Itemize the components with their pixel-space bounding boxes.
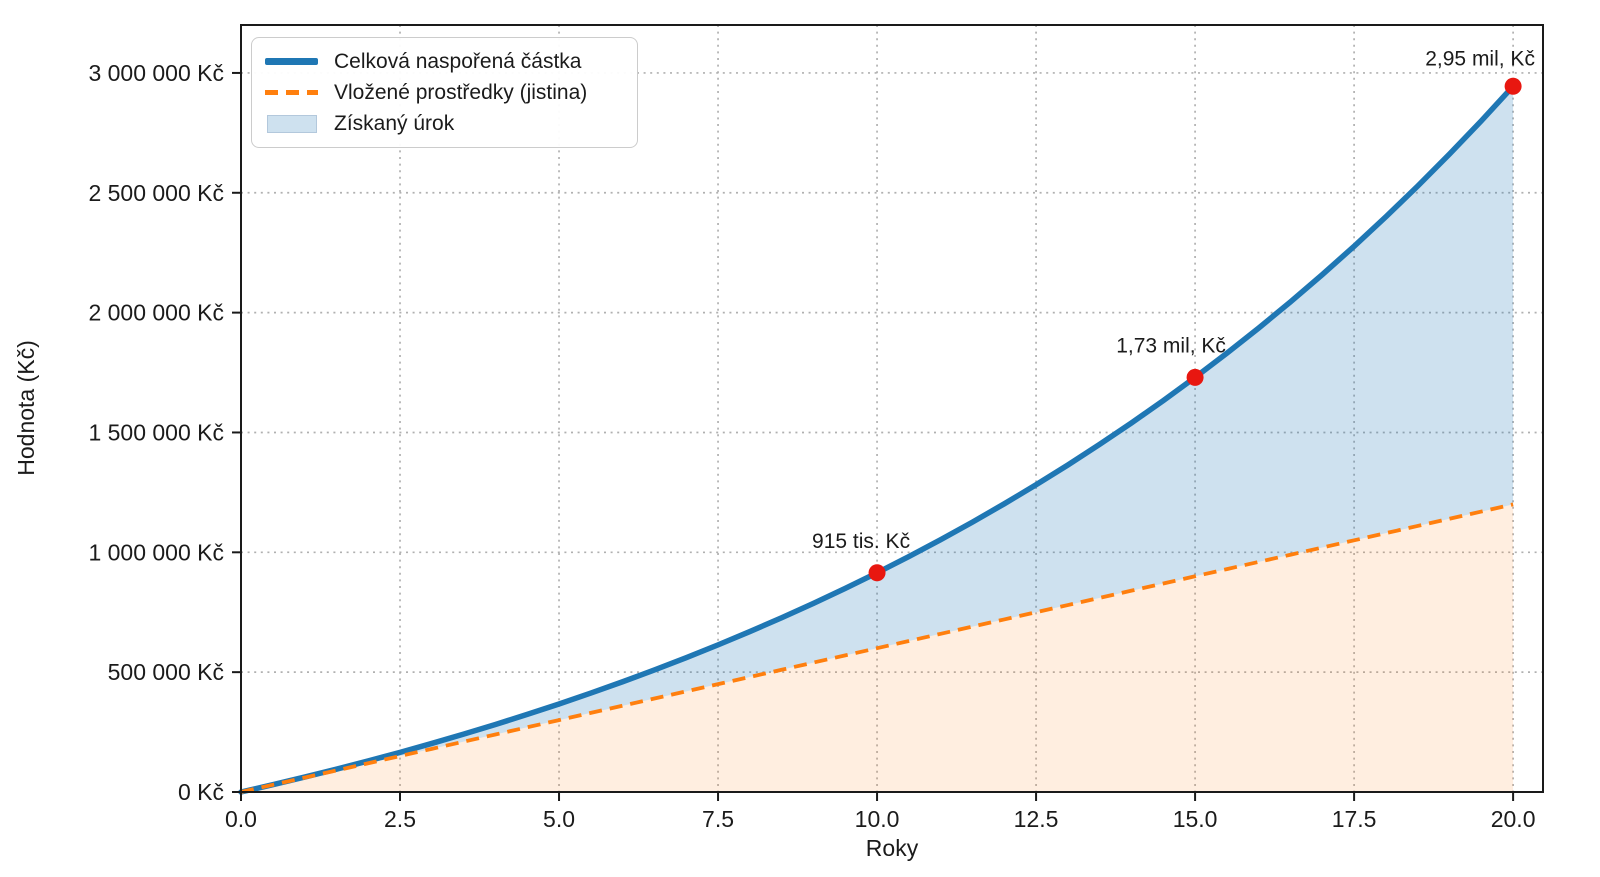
- legend-item-principal: Vložené prostředky (jistina): [265, 81, 624, 105]
- y-tick-label: 1 500 000 Kč: [88, 419, 224, 445]
- principal-dashed-swatch-icon: [265, 90, 318, 95]
- legend-label-interest: Získaný úrok: [334, 111, 455, 135]
- y-tick-label: 2 500 000 Kč: [88, 180, 224, 206]
- plot-border: [240, 24, 1544, 793]
- x-tick-label: 7.5: [702, 806, 734, 832]
- x-tick-label: 5.0: [543, 806, 575, 832]
- x-tick-label: 12.5: [1014, 806, 1059, 832]
- annotation-label: 915 tis. Kč: [812, 530, 910, 553]
- legend-item-total: Celková naspořená částka: [265, 50, 624, 74]
- interest-patch-swatch-icon: [265, 114, 318, 133]
- x-tick-label: 17.5: [1332, 806, 1377, 832]
- y-tick-label: 1 000 000 Kč: [88, 539, 224, 565]
- legend-label-total: Celková naspořená částka: [334, 49, 582, 73]
- x-tick-label: 10.0: [855, 806, 900, 832]
- data-point-marker: [1504, 77, 1522, 95]
- x-tick-label: 20.0: [1491, 806, 1536, 832]
- legend-label-principal: Vložené prostředky (jistina): [334, 80, 588, 104]
- principal-line: [240, 502, 1514, 794]
- annotation-label: 2,95 mil, Kč: [1425, 47, 1535, 70]
- y-tick-label: 2 000 000 Kč: [88, 300, 224, 326]
- x-tick-label: 0.0: [225, 806, 257, 832]
- y-axis-title: Hodnota (Kč): [13, 340, 39, 476]
- total-line-swatch-icon: [265, 58, 318, 65]
- annotation-label: 1,73 mil, Kč: [1116, 334, 1226, 357]
- x-axis-title: Roky: [866, 835, 919, 861]
- y-tick-label: 3 000 000 Kč: [88, 60, 224, 86]
- data-point-marker: [1186, 368, 1204, 386]
- y-tick-label: 500 000 Kč: [108, 659, 224, 685]
- interest-fill-area: [241, 86, 1514, 792]
- x-tick-label: 15.0: [1173, 806, 1218, 832]
- data-point-marker: [868, 564, 886, 582]
- y-tick-label: 0 Kč: [178, 779, 224, 805]
- legend: Celková naspořená částka Vložené prostře…: [251, 37, 638, 148]
- legend-item-interest: Získaný úrok: [265, 112, 624, 136]
- x-tick-label: 2.5: [384, 806, 416, 832]
